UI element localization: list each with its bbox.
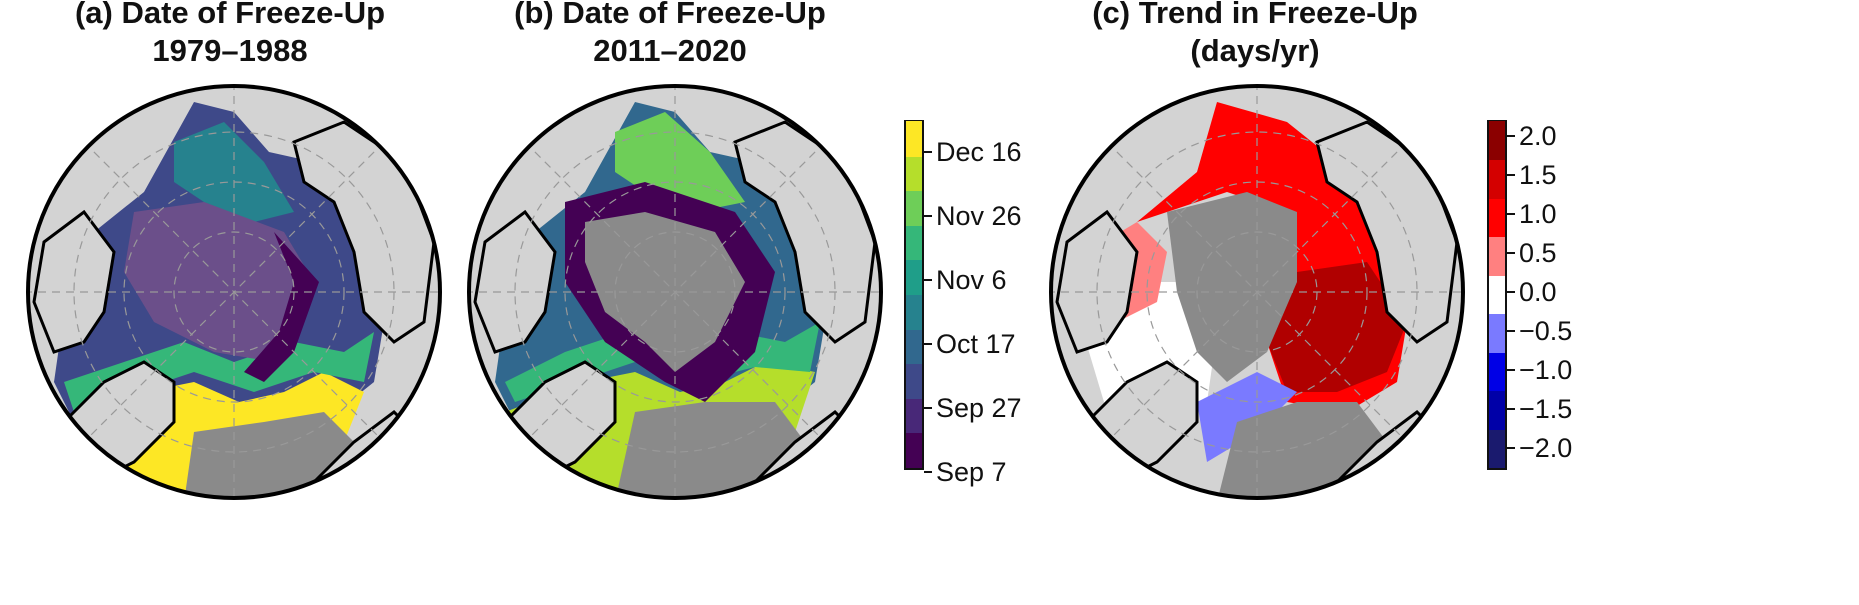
- colorbar-tick-label: 0.0: [1519, 277, 1557, 307]
- colorbar-tick: [924, 151, 932, 153]
- colorbar-tick: [924, 471, 932, 473]
- colorbar-tick: [1507, 408, 1515, 410]
- panel-a-title-line1: (a) Date of Freeze-Up: [74, 0, 386, 30]
- colorbar-tick-label: −0.5: [1519, 316, 1573, 346]
- colorbar-segment: [906, 432, 922, 468]
- panel-b-map: [467, 84, 883, 500]
- colorbar-tick-label: Dec 16: [936, 137, 1022, 167]
- colorbar-tick: [924, 343, 932, 345]
- colorbar-segment: [1489, 390, 1505, 430]
- graticule: [28, 86, 440, 498]
- panel-b-title-line2: 2011–2020: [593, 33, 747, 68]
- trend-strong-region: [1267, 262, 1407, 392]
- canadian-archipelago-land: [32, 209, 116, 354]
- canadian-archipelago-land: [473, 209, 557, 354]
- colorbar-tick-label: 0.5: [1519, 238, 1557, 268]
- central-no-data: [1167, 192, 1297, 382]
- colorbar-segment: [906, 363, 922, 399]
- colorbar-segment: [906, 259, 922, 295]
- colorbar-tick: [1507, 174, 1515, 176]
- map-boundary: [26, 84, 442, 500]
- colorbar-tick: [1507, 252, 1515, 254]
- colorbar-segment: [906, 328, 922, 365]
- colorbar-segment: [1489, 159, 1505, 199]
- colorbar-tick: [1507, 330, 1515, 332]
- trend-mixed-region: [1197, 372, 1297, 462]
- panel-c-title-line1: (c) Trend in Freeze-Up: [1092, 0, 1418, 30]
- colorbar-tick: [924, 215, 932, 217]
- colorbar-tick: [1507, 369, 1515, 371]
- no-data-region: [184, 412, 354, 498]
- panel-a-map: [26, 84, 442, 500]
- canadian-archipelago-land: [1055, 209, 1139, 354]
- colorbar-tick-label: Nov 6: [936, 265, 1007, 295]
- colorbar-segment: [1489, 197, 1505, 238]
- map-boundary: [1049, 84, 1465, 500]
- colorbar-tick-label: −1.0: [1519, 355, 1573, 385]
- panel-b-title: (b) Date of Freeze-Up 2011–2020: [500, 0, 840, 70]
- colorbar-tick-label: Oct 17: [936, 329, 1016, 359]
- ocean-mid-region: [64, 332, 374, 412]
- map-boundary: [467, 84, 883, 500]
- central-arctic-early: [124, 202, 314, 362]
- colorbar-segment: [1489, 428, 1505, 468]
- central-arctic-edge: [244, 232, 319, 382]
- colorbar-segment: [1489, 274, 1505, 315]
- colorbar-dates: [904, 120, 924, 470]
- colorbar-tick: [1507, 135, 1515, 137]
- colorbar-tick-label: −1.5: [1519, 394, 1573, 424]
- colorbar-segment: [906, 293, 922, 330]
- colorbar-segment: [906, 190, 922, 226]
- colorbar-tick-label: Sep 7: [936, 457, 1007, 487]
- colorbar-tick: [924, 407, 932, 409]
- colorbar-segment: [906, 397, 922, 434]
- colorbar-tick-label: 1.5: [1519, 160, 1557, 190]
- colorbar-tick: [1507, 447, 1515, 449]
- panel-a-title: (a) Date of Freeze-Up 1979–1988: [60, 0, 400, 70]
- panel-b-title-line1: (b) Date of Freeze-Up: [514, 0, 826, 30]
- colorbar-segment: [906, 120, 922, 157]
- colorbar-trend: [1487, 120, 1507, 470]
- colorbar-segment: [1489, 120, 1505, 161]
- colorbar-segment: [906, 155, 922, 192]
- colorbar-tick-label: −2.0: [1519, 433, 1573, 463]
- colorbar-tick: [1507, 213, 1515, 215]
- colorbar-tick-label: Nov 26: [936, 201, 1022, 231]
- colorbar-tick-label: 1.0: [1519, 199, 1557, 229]
- panel-c-title: (c) Trend in Freeze-Up (days/yr): [1080, 0, 1430, 70]
- colorbar-segment: [906, 224, 922, 261]
- colorbar-tick-label: 2.0: [1519, 121, 1557, 151]
- colorbar-trend-gradient: [1489, 120, 1505, 468]
- colorbar-segment: [1489, 313, 1505, 353]
- panel-a-title-line2: 1979–1988: [152, 33, 308, 68]
- colorbar-tick-label: Sep 27: [936, 393, 1022, 423]
- graticule: [1051, 86, 1463, 498]
- colorbar-dates-gradient: [906, 120, 922, 468]
- graticule: [469, 86, 881, 498]
- no-data-region: [615, 402, 805, 498]
- colorbar-segment: [1489, 351, 1505, 392]
- colorbar-tick: [1507, 291, 1515, 293]
- panel-c-title-line2: (days/yr): [1190, 33, 1320, 68]
- panel-c-map: [1049, 84, 1465, 500]
- colorbar-tick: [924, 279, 932, 281]
- colorbar-segment: [1489, 236, 1505, 276]
